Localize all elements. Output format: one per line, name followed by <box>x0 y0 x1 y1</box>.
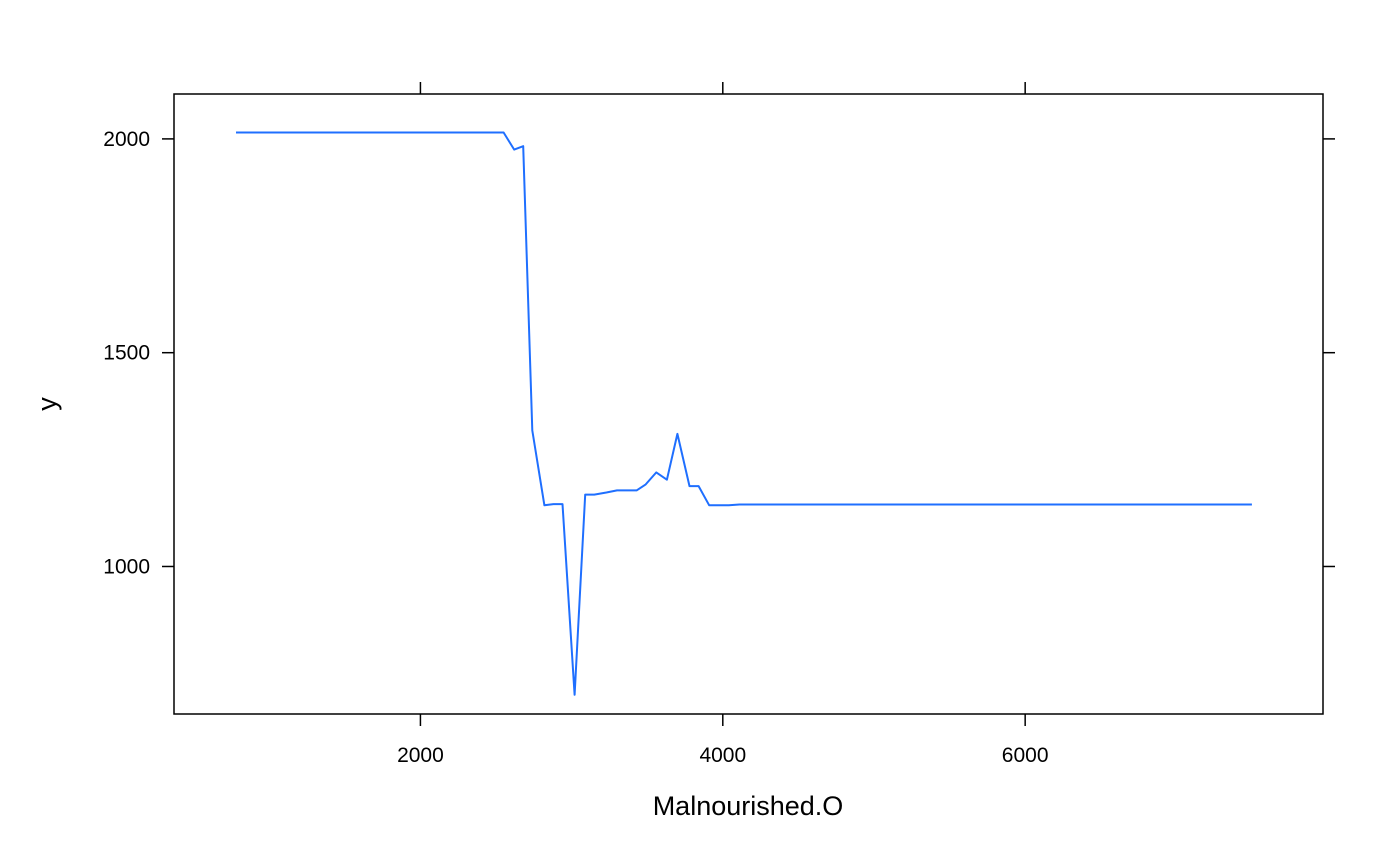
y-tick-label: 2000 <box>103 128 150 151</box>
y-axis-label: y <box>32 397 62 411</box>
y-tick-label: 1500 <box>103 342 150 365</box>
series-line <box>236 131 1252 696</box>
x-tick-label: 4000 <box>699 744 746 767</box>
x-tick-label: 6000 <box>1002 744 1049 767</box>
x-tick-label: 2000 <box>397 744 444 767</box>
x-axis-label: Malnourished.O <box>653 791 844 821</box>
y-tick-label: 1000 <box>103 555 150 578</box>
plot-frame <box>173 93 1324 715</box>
